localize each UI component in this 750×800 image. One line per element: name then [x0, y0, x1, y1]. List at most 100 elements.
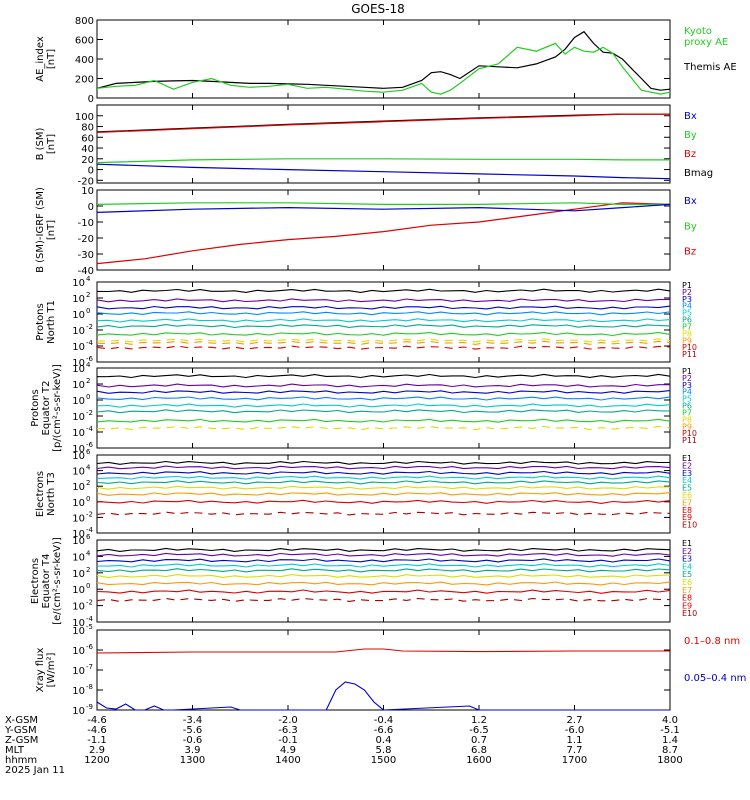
legend-entry: Themis AE [683, 62, 737, 73]
y-tick-exponent: -5 [86, 623, 93, 631]
y-tick-label: 10 [72, 326, 85, 337]
y-tick-label: 10 [72, 646, 85, 657]
panel-frame [96, 539, 671, 623]
y-tick-exponent: -4 [86, 425, 94, 433]
legend-entry-line: P2 [682, 288, 692, 297]
x-row-value: -0.6 [183, 735, 203, 746]
legend-entry: E3 [682, 469, 692, 478]
x-row-value: 4.9 [280, 745, 296, 756]
y-axis-label-line: [nT] [46, 220, 57, 240]
y-tick-exponent: 2 [86, 479, 90, 487]
chart-title: GOES-18 [351, 2, 405, 16]
series-p5 [96, 403, 671, 408]
series-by [96, 158, 670, 164]
y-tick-label: -20 [78, 234, 94, 245]
y-tick-exponent: 2 [86, 291, 90, 299]
y-axis-label-line: North T3 [46, 472, 57, 516]
series-bx [96, 203, 671, 213]
series-e6 [96, 574, 671, 579]
legend-entry: P2 [682, 288, 692, 297]
series-e7 [96, 492, 671, 496]
legend-entry-line: E3 [682, 555, 692, 564]
legend-entry-line: P2 [682, 374, 692, 383]
legend-entry-line: Bx [684, 196, 697, 207]
legend-entry-line: E8 [682, 594, 692, 603]
series-e5 [96, 480, 671, 485]
y-axis-label-line: Electrons [30, 558, 41, 604]
legend-entry: E9 [682, 601, 692, 610]
x-row-value: -3.4 [183, 715, 203, 726]
legend-entry: Bz [684, 149, 696, 160]
series-e4 [96, 563, 671, 568]
series-p6 [96, 409, 671, 414]
x-row-value: -0.1 [278, 735, 298, 746]
series-p4 [96, 311, 671, 316]
y-tick-label: 0 [88, 94, 94, 105]
y-tick-exponent: -2 [86, 409, 93, 417]
legend-entry-line: P1 [682, 367, 692, 376]
y-tick-exponent: 0 [86, 582, 90, 590]
y-tick-label: 10 [72, 585, 85, 596]
legend-entry-line: E5 [682, 570, 692, 579]
series-0-1-0-8-nm [96, 648, 670, 654]
y-tick-label: 20 [81, 155, 94, 166]
x-row-value: 7.7 [567, 745, 583, 756]
x-row-value: 8.7 [662, 745, 678, 756]
series-p5 [96, 318, 671, 323]
legend-entry-line: P8 [682, 415, 692, 424]
y-tick-label: 10 [72, 428, 85, 439]
legend-entry: P2 [682, 374, 692, 383]
y-axis-label-line: Equator T4 [41, 554, 52, 609]
legend-entry-line: E9 [682, 513, 692, 522]
legend-entry-line: P9 [682, 336, 692, 345]
x-row-value: -6.6 [374, 725, 394, 736]
y-tick-exponent: -2 [86, 323, 93, 331]
y-axis-label-line: [nT] [46, 134, 57, 154]
legend-entry-line: P1 [682, 281, 692, 290]
y-tick-label: 0 [88, 202, 94, 213]
y-tick-label: 10 [72, 380, 85, 391]
y-tick-exponent: 6 [86, 448, 91, 456]
legend-entry: 0.05–0.4 nm [684, 673, 746, 684]
x-row-value: 5.8 [376, 745, 392, 756]
legend-entry: E1 [682, 539, 692, 548]
legend-entry-line: Bz [684, 149, 696, 160]
series-0-05-0-4-nm [96, 681, 670, 711]
series-p1 [96, 288, 671, 293]
legend-entry: E5 [682, 570, 692, 579]
legend-entry: E4 [682, 476, 692, 485]
legend-entry-line: P8 [682, 329, 692, 338]
x-row-value: 1800 [657, 755, 682, 766]
x-row-value: -6.3 [278, 725, 298, 736]
y-tick-label: 10 [72, 602, 85, 613]
y-axis-label-line: [e/(cm²-s-sr-keV)] [52, 537, 63, 625]
y-axis-label: ElectronsNorth T3 [35, 471, 57, 517]
y-axis-label-line: B (SM) [35, 127, 46, 160]
legend-entry-line: E4 [682, 476, 692, 485]
date-label: 2025 Jan 11 [5, 765, 65, 776]
legend-entry: E3 [682, 555, 692, 564]
legend-entry-line: Bz [684, 247, 696, 258]
y-tick-label: 80 [81, 123, 94, 134]
series-bz [96, 113, 670, 133]
legend-entry: P7 [682, 408, 692, 417]
y-tick-exponent: 4 [86, 464, 91, 472]
legend-entry: P10 [682, 429, 697, 438]
x-row-value: 1.2 [471, 715, 487, 726]
y-axis-label: ProtonsEquator T2[p/(cm²-s-sr-keV)] [30, 364, 63, 452]
legend-entry: P7 [682, 322, 692, 331]
y-axis-label: ProtonsNorth T1 [35, 300, 57, 344]
y-axis-label-line: North T1 [46, 300, 57, 344]
x-row-value: 1500 [371, 755, 396, 766]
series-e8 [96, 589, 671, 594]
x-row-value: 1700 [562, 755, 587, 766]
legend-entry-line: By [684, 221, 697, 232]
series-p7 [96, 332, 671, 337]
y-tick-label: 100 [75, 112, 94, 123]
x-row-value: 1300 [180, 755, 205, 766]
legend-entry: E2 [682, 461, 692, 470]
x-row-value: -4.6 [87, 725, 107, 736]
legend-entry: Bz [684, 247, 696, 258]
legend-entry: Kyoto proxy AE [684, 26, 728, 48]
x-row-label: X-GSM [5, 715, 38, 726]
